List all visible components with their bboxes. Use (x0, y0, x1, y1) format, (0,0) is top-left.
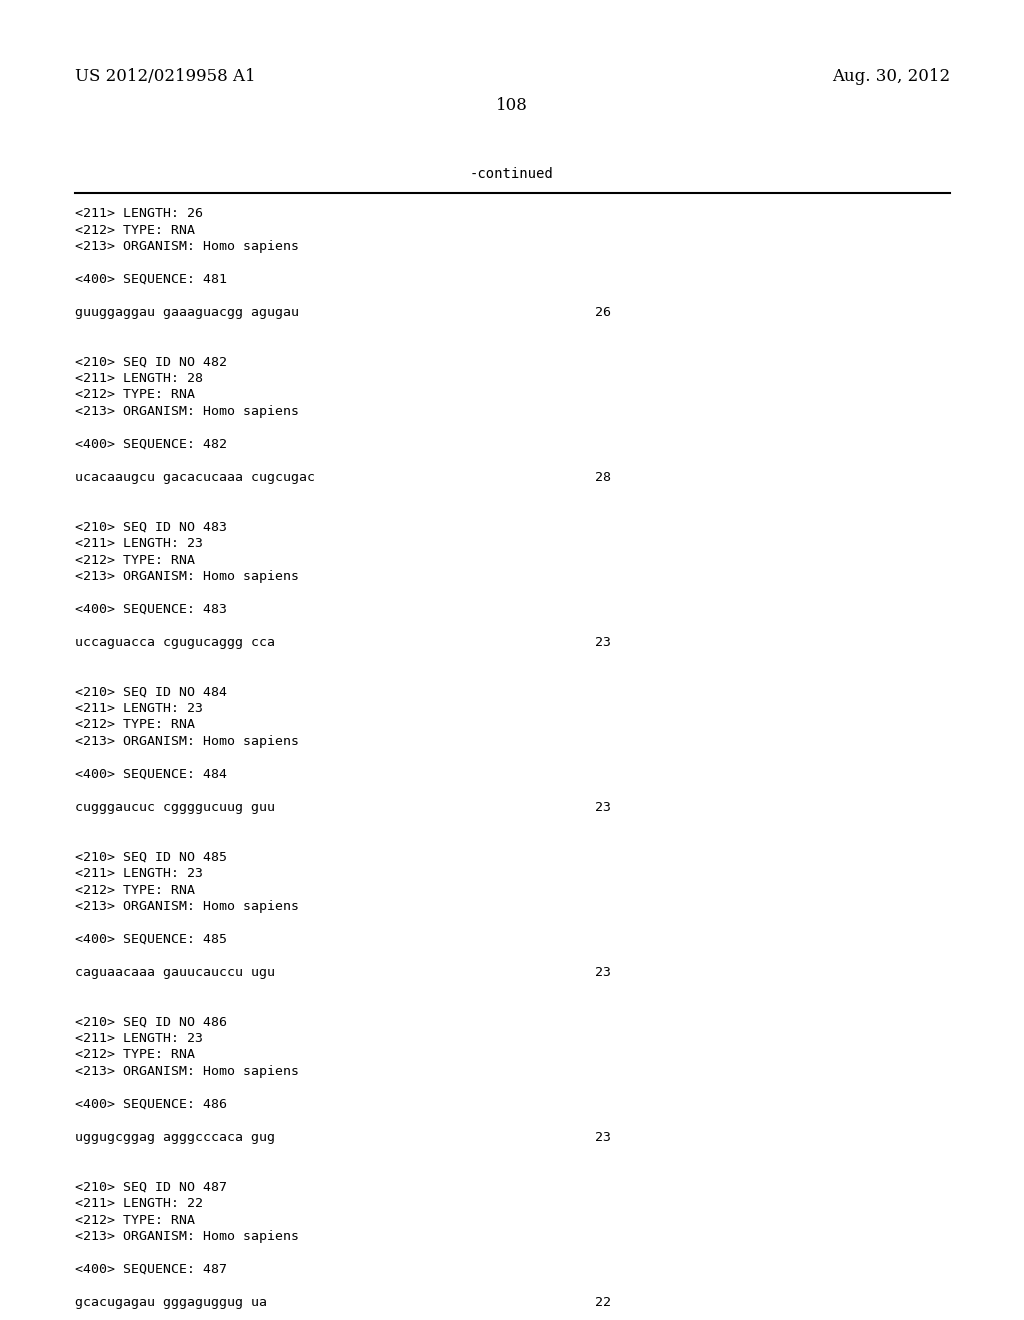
Text: cugggaucuc cggggucuug guu: cugggaucuc cggggucuug guu (75, 801, 275, 814)
Text: <210> SEQ ID NO 487: <210> SEQ ID NO 487 (75, 1180, 227, 1193)
Text: <400> SEQUENCE: 487: <400> SEQUENCE: 487 (75, 1263, 227, 1276)
Text: uccaguacca cgugucaggg cca: uccaguacca cgugucaggg cca (75, 636, 275, 649)
Text: <213> ORGANISM: Homo sapiens: <213> ORGANISM: Homo sapiens (75, 1065, 299, 1078)
Text: <400> SEQUENCE: 485: <400> SEQUENCE: 485 (75, 933, 227, 946)
Text: 26: 26 (595, 306, 611, 319)
Text: <211> LENGTH: 23: <211> LENGTH: 23 (75, 702, 203, 715)
Text: <210> SEQ ID NO 482: <210> SEQ ID NO 482 (75, 355, 227, 368)
Text: 28: 28 (595, 471, 611, 484)
Text: 23: 23 (595, 966, 611, 979)
Text: <212> TYPE: RNA: <212> TYPE: RNA (75, 1213, 195, 1226)
Text: <213> ORGANISM: Homo sapiens: <213> ORGANISM: Homo sapiens (75, 900, 299, 913)
Text: <211> LENGTH: 28: <211> LENGTH: 28 (75, 372, 203, 385)
Text: 22: 22 (595, 1296, 611, 1309)
Text: <213> ORGANISM: Homo sapiens: <213> ORGANISM: Homo sapiens (75, 570, 299, 583)
Text: 23: 23 (595, 1131, 611, 1144)
Text: <400> SEQUENCE: 481: <400> SEQUENCE: 481 (75, 273, 227, 286)
Text: 108: 108 (496, 96, 528, 114)
Text: <212> TYPE: RNA: <212> TYPE: RNA (75, 388, 195, 401)
Text: <211> LENGTH: 23: <211> LENGTH: 23 (75, 867, 203, 880)
Text: <211> LENGTH: 23: <211> LENGTH: 23 (75, 1032, 203, 1045)
Text: <213> ORGANISM: Homo sapiens: <213> ORGANISM: Homo sapiens (75, 240, 299, 253)
Text: guuggaggau gaaaguacgg agugau: guuggaggau gaaaguacgg agugau (75, 306, 299, 319)
Text: uggugcggag agggcccaca gug: uggugcggag agggcccaca gug (75, 1131, 275, 1144)
Text: <212> TYPE: RNA: <212> TYPE: RNA (75, 223, 195, 236)
Text: 23: 23 (595, 801, 611, 814)
Text: <400> SEQUENCE: 484: <400> SEQUENCE: 484 (75, 768, 227, 781)
Text: <400> SEQUENCE: 483: <400> SEQUENCE: 483 (75, 603, 227, 616)
Text: <211> LENGTH: 23: <211> LENGTH: 23 (75, 537, 203, 550)
Text: Aug. 30, 2012: Aug. 30, 2012 (831, 69, 950, 84)
Text: ucacaaugcu gacacucaaa cugcugac: ucacaaugcu gacacucaaa cugcugac (75, 471, 315, 484)
Text: <211> LENGTH: 26: <211> LENGTH: 26 (75, 207, 203, 220)
Text: <213> ORGANISM: Homo sapiens: <213> ORGANISM: Homo sapiens (75, 735, 299, 748)
Text: <212> TYPE: RNA: <212> TYPE: RNA (75, 718, 195, 731)
Text: <213> ORGANISM: Homo sapiens: <213> ORGANISM: Homo sapiens (75, 405, 299, 418)
Text: <212> TYPE: RNA: <212> TYPE: RNA (75, 1048, 195, 1061)
Text: <400> SEQUENCE: 482: <400> SEQUENCE: 482 (75, 438, 227, 451)
Text: gcacugagau gggaguggug ua: gcacugagau gggaguggug ua (75, 1296, 267, 1309)
Text: caguaacaaa gauucauccu ugu: caguaacaaa gauucauccu ugu (75, 966, 275, 979)
Text: <213> ORGANISM: Homo sapiens: <213> ORGANISM: Homo sapiens (75, 1230, 299, 1243)
Text: <210> SEQ ID NO 483: <210> SEQ ID NO 483 (75, 520, 227, 533)
Text: <210> SEQ ID NO 484: <210> SEQ ID NO 484 (75, 685, 227, 698)
Text: -continued: -continued (470, 168, 554, 181)
Text: <210> SEQ ID NO 485: <210> SEQ ID NO 485 (75, 850, 227, 863)
Text: 23: 23 (595, 636, 611, 649)
Text: <212> TYPE: RNA: <212> TYPE: RNA (75, 883, 195, 896)
Text: <212> TYPE: RNA: <212> TYPE: RNA (75, 553, 195, 566)
Text: US 2012/0219958 A1: US 2012/0219958 A1 (75, 69, 256, 84)
Text: <211> LENGTH: 22: <211> LENGTH: 22 (75, 1197, 203, 1210)
Text: <210> SEQ ID NO 486: <210> SEQ ID NO 486 (75, 1015, 227, 1028)
Text: <400> SEQUENCE: 486: <400> SEQUENCE: 486 (75, 1098, 227, 1111)
